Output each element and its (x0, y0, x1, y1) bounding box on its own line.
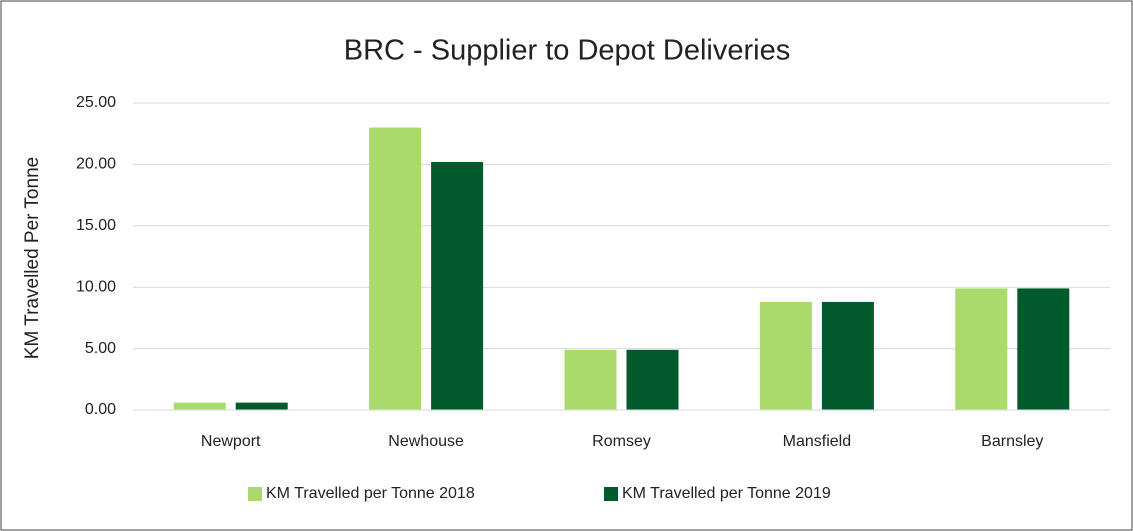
bar (235, 402, 288, 410)
bar (564, 349, 617, 410)
y-axis-label: KM Travelled Per Tonne (22, 157, 43, 359)
y-tick-label: 20.00 (76, 156, 116, 173)
bar (821, 301, 874, 410)
y-tick-label: 15.00 (76, 217, 116, 234)
chart-title: BRC - Supplier to Depot Deliveries (344, 35, 790, 67)
legend-swatch (604, 487, 618, 501)
y-tick-label: 5.00 (85, 340, 116, 357)
bar (1017, 288, 1070, 410)
legend-label: KM Travelled per Tonne 2019 (622, 485, 831, 502)
legend-label: KM Travelled per Tonne 2018 (266, 485, 475, 502)
x-tick-label: Romsey (592, 433, 651, 450)
bar (955, 288, 1008, 410)
bar (173, 402, 226, 410)
bar (431, 161, 484, 410)
x-tick-label: Newport (201, 433, 261, 450)
x-tick-label: Mansfield (783, 433, 851, 450)
y-tick-label: 10.00 (76, 278, 116, 295)
legend-swatch (248, 487, 262, 501)
y-tick-label: 0.00 (85, 401, 116, 418)
y-tick-label: 25.00 (76, 94, 116, 111)
x-tick-label: Newhouse (388, 433, 464, 450)
bar (369, 127, 422, 410)
bar (759, 301, 812, 410)
bar (626, 349, 679, 410)
x-tick-label: Barnsley (981, 433, 1043, 450)
